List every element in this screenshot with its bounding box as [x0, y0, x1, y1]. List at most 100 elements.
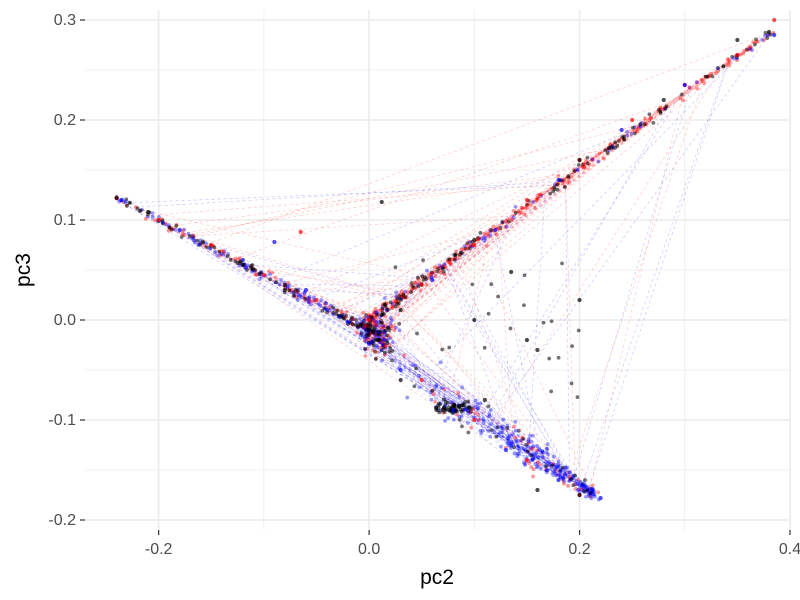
scatter-point-blue — [379, 348, 384, 353]
scatter-point-blue — [534, 444, 539, 448]
scatter-point-blue — [535, 464, 540, 468]
connector-line — [326, 303, 457, 408]
scatter-point-blue — [589, 494, 594, 499]
scatter-point-blue — [534, 465, 539, 470]
scatter-point-black — [124, 197, 129, 202]
scatter-point-red — [727, 63, 732, 68]
scatter-point-blue — [544, 450, 549, 455]
scatter-point-blue — [510, 432, 515, 437]
scatter-point-black — [482, 345, 487, 350]
scatter-point-red — [310, 299, 315, 304]
connector-line — [368, 191, 543, 336]
scatter-point-blue — [538, 448, 542, 453]
scatter-point-blue — [546, 461, 550, 466]
scatter-point-blue — [443, 418, 448, 423]
connector-line — [376, 338, 565, 466]
data-point-black — [472, 317, 477, 323]
scatter-point-blue — [687, 85, 692, 90]
scatter-point-red — [391, 324, 396, 329]
connector-line — [386, 316, 548, 471]
connector-line — [472, 73, 716, 243]
scatter-point-red — [464, 246, 468, 251]
data-point-blue — [682, 82, 687, 88]
connector-line — [419, 382, 492, 401]
data-points — [114, 30, 776, 502]
scatter-point-blue — [516, 444, 520, 449]
scatter-point-black — [569, 381, 574, 386]
scatter-point-black — [344, 313, 349, 318]
scatter-point-black — [616, 138, 621, 143]
scatter-point-blue — [295, 297, 300, 302]
scatter-point-black — [495, 425, 500, 429]
scatter-point-blue — [475, 402, 480, 406]
scatter-point-blue — [581, 485, 586, 490]
connector-line — [452, 406, 552, 461]
scatter-point-black — [486, 404, 491, 409]
connector-line — [140, 208, 572, 481]
scatter-point-black — [460, 424, 464, 429]
scatter-point-black — [513, 210, 518, 215]
scatter-point-red — [741, 51, 746, 56]
connector-line — [379, 209, 523, 338]
connector-line — [495, 65, 724, 422]
scatter-point-blue — [482, 238, 487, 243]
scatter-point-black — [245, 268, 249, 272]
scatter-point-black — [440, 347, 445, 352]
scatter-point-blue — [413, 363, 418, 368]
connector-line — [422, 392, 497, 428]
scatter-point-blue — [579, 487, 584, 492]
data-point-red — [630, 117, 635, 123]
connector-line — [324, 299, 372, 345]
scatter-point-blue — [268, 272, 272, 277]
scatter-point-blue — [544, 470, 549, 475]
connector-line — [374, 291, 416, 310]
scatter-point-black — [506, 219, 511, 224]
scatter-point-red — [580, 165, 585, 169]
scatter-point-red — [746, 46, 751, 51]
scatter-point-black — [379, 348, 384, 353]
scatter-point-blue — [516, 452, 521, 457]
scatter-point-blue — [289, 290, 294, 295]
scatter-point-blue — [488, 233, 493, 238]
connector-line — [172, 227, 175, 230]
connector-line — [553, 469, 560, 473]
scatter-point-red — [307, 300, 312, 305]
scatter-point-blue — [515, 454, 520, 459]
scatter-point-red — [180, 231, 185, 236]
connector-line — [497, 228, 513, 434]
scatter-point-red — [390, 304, 395, 309]
connector-line — [475, 398, 540, 447]
scatter-point-red — [531, 467, 536, 472]
scatter-point-blue — [243, 266, 248, 270]
scatter-point-blue — [448, 400, 453, 405]
scatter-point-blue — [298, 293, 303, 298]
scatter-point-black — [521, 436, 526, 441]
scatter-point-red — [529, 465, 534, 469]
scatter-point-black — [549, 319, 554, 324]
connector-line — [295, 292, 376, 318]
scatter-point-red — [377, 345, 382, 350]
scatter-point-blue — [532, 452, 537, 457]
scatter-point-black — [360, 321, 365, 326]
scatter-point-red — [273, 275, 278, 280]
scatter-point-red — [362, 324, 367, 329]
scatter-point-blue — [316, 302, 321, 306]
data-point-red — [314, 297, 319, 303]
scatter-point-black — [379, 313, 384, 318]
scatter-point-blue — [585, 488, 590, 493]
scatter-point-red — [482, 231, 487, 236]
connector-line — [190, 122, 650, 238]
scatter-point-blue — [561, 475, 566, 480]
scatter-point-blue — [565, 465, 570, 470]
scatter-point-blue — [556, 462, 560, 467]
scatter-point-red — [372, 310, 377, 314]
scatter-point-blue — [487, 414, 492, 419]
connector-line — [243, 262, 569, 477]
scatter-point-black — [282, 283, 287, 288]
scatter-point-blue — [243, 265, 248, 270]
scatter-point-blue — [373, 309, 378, 314]
scatter-point-blue — [748, 46, 752, 51]
scatter-point-black — [366, 322, 371, 326]
scatter-point-red — [569, 175, 574, 179]
scatter-point-blue — [442, 262, 447, 267]
